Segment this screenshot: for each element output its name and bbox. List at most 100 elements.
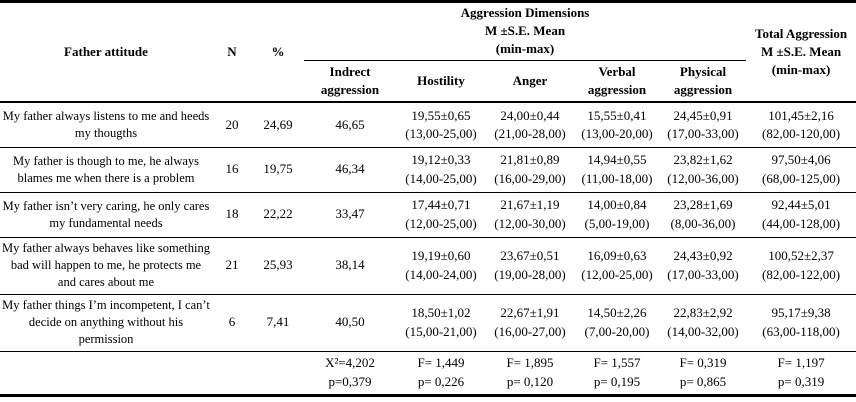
f-value: F= 0,319 [679, 355, 727, 371]
cell-n: 18 [212, 192, 252, 238]
min-max-range: (12,00-25,00) [581, 266, 653, 282]
cell-physical: 23,82±1,62 (12,00-36,00) [660, 147, 747, 193]
cell-verbal: 14,50±2,26 (7,00-20,00) [574, 294, 660, 352]
min-max-range: (82,00-120,00) [762, 125, 841, 141]
mean-se-value: 14,50±2,26 [587, 305, 647, 321]
cell-physical: 23,28±1,69 (8,00-36,00) [660, 192, 747, 238]
cell-total: 92,44±5,01 (44,00-128,00) [746, 192, 856, 238]
p-value: p= 0,120 [506, 373, 554, 389]
min-max-range: (12,00-30,00) [494, 215, 566, 231]
header-indirect-aggression: Indrect aggression [304, 60, 396, 104]
cell-anger: 21,81±0,89 (16,00-29,00) [486, 147, 574, 193]
cell-attitude: My father always behaves like something … [0, 237, 212, 295]
cell-anger: 22,67±1,91 (16,00-27,00) [486, 294, 574, 352]
cell-physical: 24,43±0,92 (17,00-33,00) [660, 237, 747, 295]
min-max-range: (14,00-32,00) [667, 323, 739, 339]
header-row-group: Father attitude N % Aggression Dimension… [0, 1, 856, 104]
cell-hostility: 19,19±0,60 (14,00-24,00) [396, 237, 486, 295]
stats-hostility: F= 1,449 p= 0,226 [396, 351, 486, 395]
stats-total: F= 1,197 p= 0,319 [746, 351, 856, 395]
min-max-range: (7,00-20,00) [584, 323, 650, 339]
min-max-range: (17,00-33,00) [667, 125, 739, 141]
cell-attitude: My father isn’t very caring, he only car… [0, 192, 212, 238]
total-aggression-line1: Total Aggression [754, 25, 848, 41]
f-value: F= 1,895 [506, 355, 554, 371]
cell-empty [252, 351, 304, 395]
min-max-range: (21,00-28,00) [494, 125, 566, 141]
cell-anger: 23,67±0,51 (19,00-28,00) [486, 237, 574, 295]
p-value: p= 0,865 [679, 373, 727, 389]
table-row: My father is though to me, he always bla… [0, 147, 856, 193]
header-anger: Anger [486, 60, 574, 104]
min-max-range: (8,00-36,00) [670, 215, 736, 231]
mean-se-value: 18,50±1,02 [411, 305, 471, 321]
min-max-range: (44,00-128,00) [762, 215, 841, 231]
cell-verbal: 15,55±0,41 (13,00-20,00) [574, 102, 660, 148]
cell-percent: 19,75 [252, 147, 304, 193]
cell-attitude: My father always listens to me and heeds… [0, 102, 212, 148]
min-max-range: (15,00-21,00) [405, 323, 477, 339]
cell-attitude: My father is though to me, he always bla… [0, 147, 212, 193]
cell-percent: 7,41 [252, 294, 304, 352]
cell-percent: 22,22 [252, 192, 304, 238]
mean-se-value: 14,00±0,84 [587, 197, 647, 213]
min-max-range: (5,00-19,00) [584, 215, 650, 231]
cell-empty [0, 351, 212, 395]
cell-verbal: 14,00±0,84 (5,00-19,00) [574, 192, 660, 238]
cell-total: 101,45±2,16 (82,00-120,00) [746, 102, 856, 148]
mean-se-value: 16,09±0,63 [587, 248, 647, 264]
mean-se-value: 19,19±0,60 [411, 248, 471, 264]
stats-anger: F= 1,895 p= 0,120 [486, 351, 574, 395]
header-physical-aggression: Physical aggression [660, 60, 747, 104]
f-value: F= 1,557 [593, 355, 641, 371]
cell-empty [212, 351, 252, 395]
mean-se-value: 95,17±9,38 [771, 305, 831, 321]
min-max-range: (19,00-28,00) [494, 266, 566, 282]
cell-total: 95,17±9,38 (63,00-118,00) [746, 294, 856, 352]
cell-hostility: 18,50±1,02 (15,00-21,00) [396, 294, 486, 352]
mean-se-value: 97,50±4,06 [771, 152, 831, 168]
min-max-range: (12,00-36,00) [667, 170, 739, 186]
f-value: F= 1,197 [777, 355, 825, 371]
mean-se-value: 17,44±0,71 [411, 197, 471, 213]
aggression-dimensions-line3: (min-max) [495, 41, 555, 57]
cell-hostility: 19,12±0,33 (14,00-25,00) [396, 147, 486, 193]
min-max-range: (13,00-25,00) [405, 125, 477, 141]
cell-n: 6 [212, 294, 252, 352]
min-max-range: (14,00-25,00) [405, 170, 477, 186]
cell-attitude: My father things I’m incompetent, I can’… [0, 294, 212, 352]
mean-se-value: 21,67±1,19 [500, 197, 560, 213]
header-percent: % [252, 1, 304, 104]
min-max-range: (63,00-118,00) [762, 323, 840, 339]
cell-n: 20 [212, 102, 252, 148]
mean-se-value: 22,67±1,91 [500, 305, 560, 321]
min-max-range: (16,00-27,00) [494, 323, 566, 339]
header-father-attitude: Father attitude [0, 1, 212, 104]
stats-row: X²=4,202 p=0,379 F= 1,449 p= 0,226 F= 1,… [0, 351, 856, 395]
stats-verbal: F= 1,557 p= 0,195 [574, 351, 660, 395]
cell-n: 16 [212, 147, 252, 193]
table-row: My father always behaves like something … [0, 237, 856, 295]
mean-se-value: 92,44±5,01 [771, 197, 831, 213]
total-aggression-line2: M ±S.E. Mean [761, 43, 842, 59]
total-aggression-line3: (min-max) [771, 62, 831, 78]
mean-se-value: 23,28±1,69 [673, 197, 733, 213]
cell-total: 100,52±2,37 (82,00-122,00) [746, 237, 856, 295]
cell-hostility: 17,44±0,71 (12,00-25,00) [396, 192, 486, 238]
mean-se-value: 24,43±0,92 [673, 248, 733, 264]
aggression-dimensions-line1: Aggression Dimensions [460, 5, 590, 20]
chi-square-value: X²=4,202 [325, 355, 375, 371]
mean-se-value: 100,52±2,37 [768, 248, 834, 264]
mean-se-value: 24,45±0,91 [673, 107, 733, 123]
cell-indirect: 33,47 [304, 192, 396, 238]
p-value: p= 0,226 [417, 373, 465, 389]
min-max-range: (14,00-24,00) [405, 266, 477, 282]
table-row: My father isn’t very caring, he only car… [0, 192, 856, 238]
header-verbal-aggression: Verbal aggression [574, 60, 660, 104]
mean-se-value: 22,83±2,92 [673, 305, 733, 321]
cell-percent: 24,69 [252, 102, 304, 148]
cell-physical: 24,45±0,91 (17,00-33,00) [660, 102, 747, 148]
mean-se-value: 19,12±0,33 [411, 152, 471, 168]
header-n: N [212, 1, 252, 104]
cell-physical: 22,83±2,92 (14,00-32,00) [660, 294, 747, 352]
